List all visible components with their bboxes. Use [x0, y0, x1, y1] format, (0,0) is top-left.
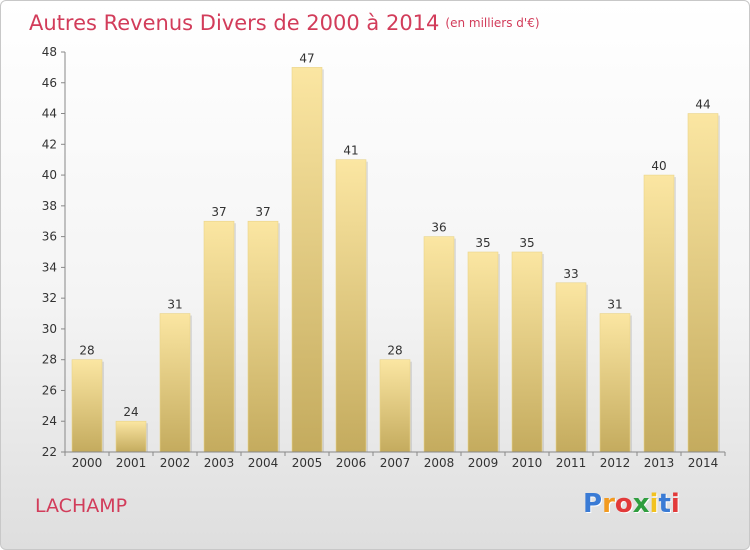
bar: [379, 359, 411, 453]
chart-title: Autres Revenus Divers de 2000 à 2014 (en …: [29, 11, 540, 35]
chart-unit-label: (en milliers d'€): [445, 16, 540, 30]
x-tick-label: 2008: [424, 456, 455, 470]
x-axis: 2000 2001 2002 2003 2004 2005 2006 2007 2008 2009…: [64, 451, 726, 470]
y-tick-label: 40: [42, 168, 57, 182]
x-tick-label: 2004: [248, 456, 279, 470]
bar-value-label: 24: [123, 405, 138, 419]
bar: [291, 67, 323, 453]
bar-value-label: 41: [343, 144, 358, 158]
x-tick-label: 2007: [380, 456, 411, 470]
bar-value-label: 28: [387, 344, 402, 358]
logo-letter: i: [649, 489, 659, 519]
x-tick-label: 2009: [468, 456, 499, 470]
x-tick-label: 2003: [204, 456, 235, 470]
bar: [423, 236, 455, 453]
bar-value-label: 37: [211, 205, 226, 219]
bar: [247, 220, 279, 453]
bar: [643, 174, 675, 453]
x-tick-label: 2002: [160, 456, 191, 470]
y-tick-label: 44: [42, 107, 57, 121]
logo-letter: r: [602, 489, 615, 519]
bar-value-label: 37: [255, 205, 270, 219]
y-tick-label: 32: [42, 291, 57, 305]
y-tick-label: 48: [42, 45, 57, 59]
x-tick-label: 2006: [336, 456, 367, 470]
proxiti-logo: Proxiti: [583, 489, 680, 519]
bar: [687, 113, 719, 453]
bar: [71, 359, 103, 453]
x-tick-label: 2014: [688, 456, 719, 470]
y-tick-label: 22: [42, 445, 57, 459]
bar-value-label: 35: [475, 236, 490, 250]
bar-value-label: 31: [607, 298, 622, 312]
y-axis: 22 24 26 28 30 32 34 36 38 40 42 44 46 48: [42, 45, 66, 459]
bar-value-label: 28: [79, 344, 94, 358]
bar-value-label: 33: [563, 267, 578, 281]
y-tick-label: 38: [42, 199, 57, 213]
y-tick-label: 24: [42, 414, 57, 428]
bar-value-label: 44: [695, 98, 710, 112]
x-tick-label: 2010: [512, 456, 543, 470]
chart-title-text: Autres Revenus Divers de 2000 à 2014: [29, 11, 440, 35]
x-tick-label: 2012: [600, 456, 631, 470]
y-tick-label: 26: [42, 383, 57, 397]
logo-letter: i: [670, 489, 680, 519]
logo-letter: x: [632, 489, 650, 519]
bar: [203, 220, 235, 453]
y-tick-label: 28: [42, 353, 57, 367]
x-tick-label: 2013: [644, 456, 675, 470]
x-tick-label: 2001: [116, 456, 147, 470]
bar-value-label: 35: [519, 236, 534, 250]
y-tick-label: 30: [42, 322, 57, 336]
bar: [159, 313, 191, 453]
y-tick-label: 36: [42, 230, 57, 244]
bar: [555, 282, 587, 453]
bar-value-label: 31: [167, 298, 182, 312]
y-tick-label: 34: [42, 260, 57, 274]
bar-value-label: 36: [431, 221, 446, 235]
logo-letter: t: [658, 489, 671, 519]
bar: [467, 251, 499, 453]
logo-letter: o: [614, 489, 633, 519]
bars: 28 24 31 37 37 47 41 28 36 35 35 33 31 40 44: [71, 51, 720, 453]
bar: [511, 251, 543, 453]
logo-letter: P: [583, 489, 603, 519]
place-name: LACHAMP: [35, 495, 128, 517]
bar-value-label: 40: [651, 159, 666, 173]
x-tick-label: 2011: [556, 456, 587, 470]
bar: [335, 159, 367, 453]
bar: [599, 313, 631, 453]
y-tick-label: 46: [42, 76, 57, 90]
bar: [115, 420, 147, 453]
bar-value-label: 47: [299, 51, 314, 65]
y-tick-label: 42: [42, 137, 57, 151]
x-tick-label: 2000: [72, 456, 103, 470]
x-tick-label: 2005: [292, 456, 323, 470]
